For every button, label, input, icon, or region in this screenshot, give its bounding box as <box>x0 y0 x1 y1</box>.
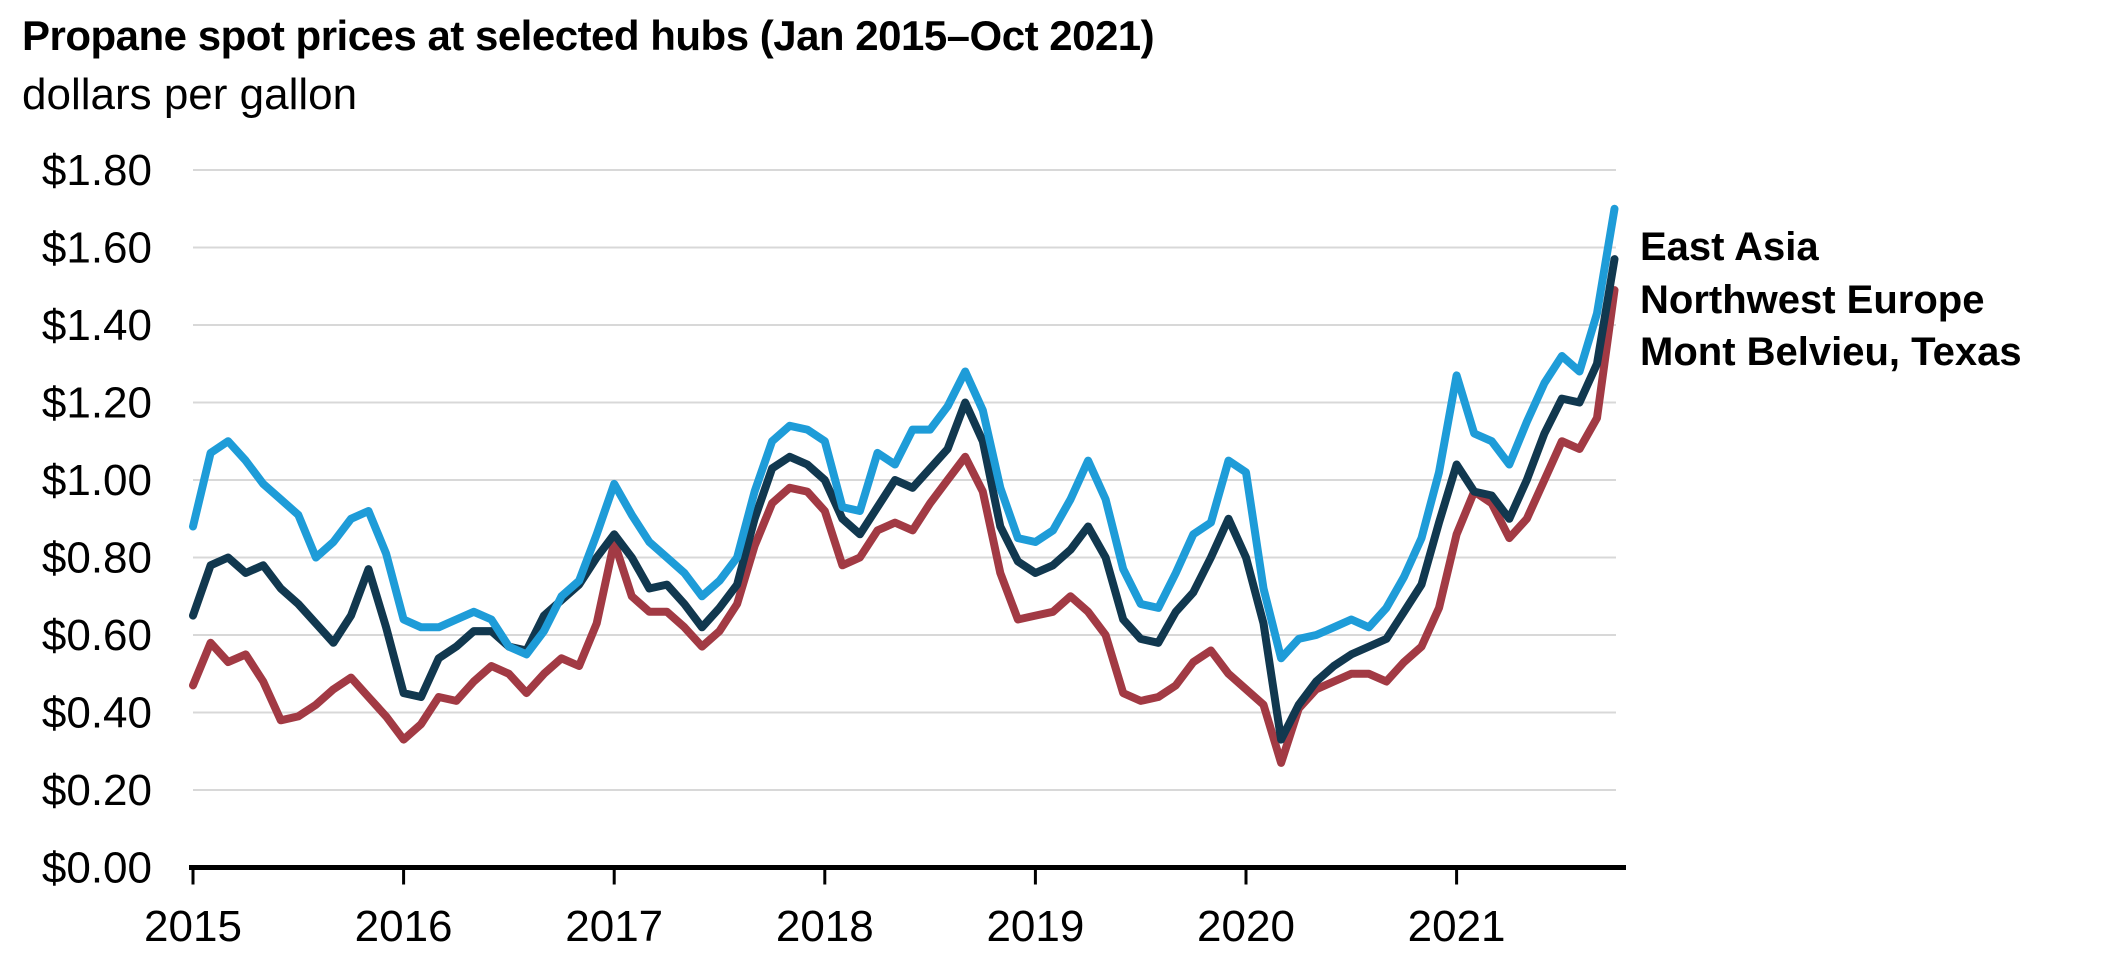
y-tick-label: $1.40 <box>42 301 152 350</box>
y-tick-label: $0.60 <box>42 611 152 660</box>
x-tick-label: 2019 <box>986 902 1084 951</box>
y-tick-label: $0.80 <box>42 534 152 583</box>
chart-title: Propane spot prices at selected hubs (Ja… <box>22 12 1155 59</box>
y-tick-label: $1.80 <box>42 146 152 195</box>
y-tick-label: $1.20 <box>42 379 152 428</box>
y-tick-label: $1.00 <box>42 456 152 505</box>
x-tick-label: 2018 <box>776 902 874 951</box>
x-tick-label: 2016 <box>355 902 453 951</box>
series-line-northwest-europe <box>189 255 1619 744</box>
y-tick-label: $0.40 <box>42 689 152 738</box>
y-tick-label: $1.60 <box>42 224 152 273</box>
legend-east-asia: East Asia <box>1640 225 1819 269</box>
legend-northwest-europe: Northwest Europe <box>1640 278 1984 322</box>
x-tick-label: 2017 <box>565 902 663 951</box>
y-tick-label: $0.00 <box>42 844 152 893</box>
series-line-mont-belvieu-texas <box>189 286 1619 767</box>
x-tick-label: 2020 <box>1197 902 1295 951</box>
x-tick-label: 2021 <box>1408 902 1506 951</box>
y-tick-label: $0.20 <box>42 766 152 815</box>
x-tick-label: 2015 <box>144 902 242 951</box>
series-line-east-asia <box>189 204 1619 663</box>
chart-subtitle: dollars per gallon <box>22 70 358 119</box>
legend-mont-belvieu-texas: Mont Belvieu, Texas <box>1640 330 2022 374</box>
